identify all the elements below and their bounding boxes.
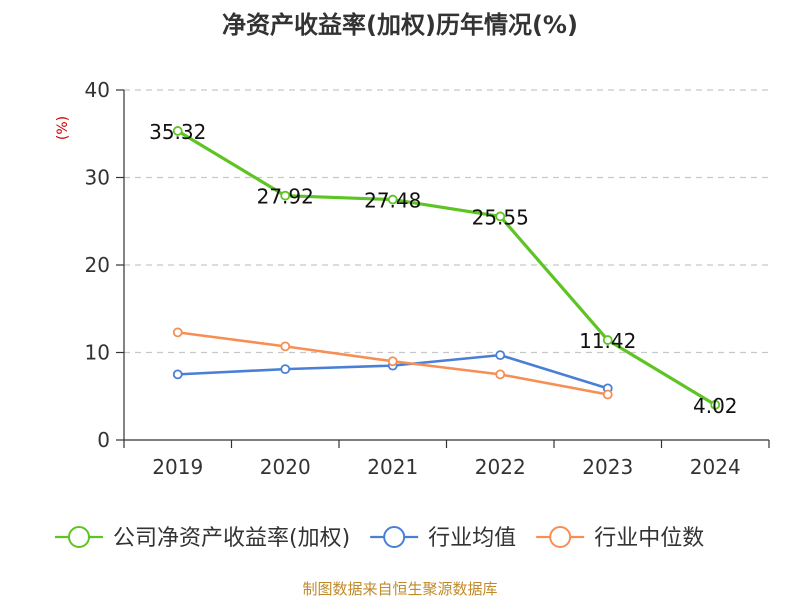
data-point — [172, 126, 183, 136]
legend-label: 行业均值 — [428, 526, 516, 551]
x-tick-label: 2019 — [152, 455, 203, 479]
legend-marker — [68, 526, 90, 548]
series-layer — [172, 126, 721, 410]
data-label: 11.42 — [579, 329, 636, 353]
data-label: 27.92 — [257, 185, 314, 209]
legend-label: 行业中位数 — [594, 526, 704, 551]
y-tick-label: 10 — [85, 341, 110, 365]
data-point — [172, 327, 183, 338]
series-line — [176, 129, 717, 407]
series-2 — [172, 327, 613, 400]
data-point — [495, 211, 506, 222]
grid-lines — [124, 89, 769, 354]
legend-marker — [549, 526, 572, 548]
data-point — [280, 190, 291, 201]
x-tick-label: 2024 — [690, 455, 741, 479]
data-point — [495, 369, 506, 380]
x-tick-label: 2022 — [475, 455, 526, 479]
legend-item: 公司净资产收益率(加权) — [55, 526, 350, 551]
y-tick-label: 0 — [97, 428, 110, 452]
series-0 — [172, 126, 721, 410]
axes: 0 10 20 30 40 2019 2020 2021 2022 2023 2024 — [85, 78, 770, 479]
y-tick-label: 20 — [85, 253, 110, 277]
x-tick-label: 2021 — [367, 455, 418, 479]
legend: 公司净资产收益率(加权) 行业均值 行业中位数 — [55, 526, 704, 551]
data-point — [387, 356, 398, 367]
x-tick-label: 2020 — [260, 455, 311, 479]
data-label: 4.02 — [693, 394, 738, 418]
data-label: 27.48 — [364, 189, 421, 213]
data-point — [710, 399, 721, 410]
data-point — [602, 389, 613, 400]
y-tick-label: 30 — [85, 166, 110, 190]
chart-title: 净资产收益率(加权)历年情况(%) — [222, 11, 578, 39]
y-tick-label: 40 — [85, 78, 110, 102]
legend-item: 行业均值 — [370, 526, 516, 551]
data-point — [280, 364, 291, 375]
source-note: 制图数据来自恒生聚源数据库 — [302, 580, 497, 598]
x-tick-label: 2023 — [582, 455, 633, 479]
y-unit-label: (%) — [55, 116, 71, 140]
data-point — [172, 369, 183, 380]
data-label: 25.55 — [472, 205, 529, 229]
data-point — [280, 341, 291, 352]
data-point — [495, 350, 506, 361]
data-label: 35.32 — [149, 120, 206, 144]
data-point — [387, 194, 398, 205]
data-point — [602, 335, 613, 345]
legend-marker — [383, 526, 406, 548]
legend-label: 公司净资产收益率(加权) — [113, 526, 350, 551]
data-labels: 35.32 27.92 27.48 25.55 11.42 4.02 — [149, 120, 737, 418]
legend-item: 行业中位数 — [536, 526, 704, 551]
